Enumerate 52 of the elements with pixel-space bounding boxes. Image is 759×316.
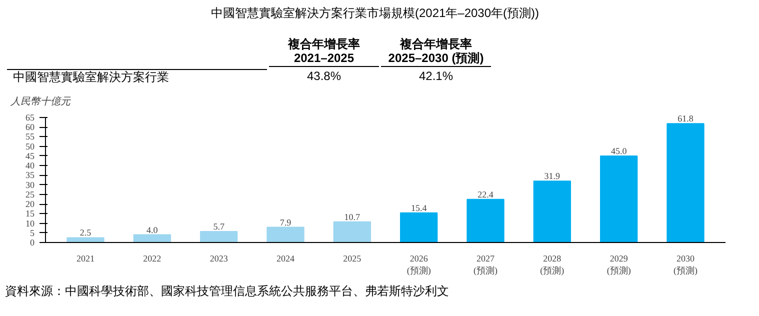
bar xyxy=(666,123,704,242)
bar xyxy=(466,198,504,242)
bar xyxy=(66,237,104,242)
text: 42.1% xyxy=(418,68,454,84)
data-label: 31.9 xyxy=(544,171,561,182)
y-tick-label: 50 xyxy=(26,141,35,152)
x-tick-label: 2028 (預測) xyxy=(540,254,564,276)
data-label: 2.5 xyxy=(80,228,92,238)
y-tick-label: 35 xyxy=(26,170,35,180)
y-tick-label: 40 xyxy=(26,160,35,171)
x-tick-label: 2021 xyxy=(76,254,94,264)
data-label: 22.4 xyxy=(478,189,494,200)
y-tick-label: 15 xyxy=(26,208,35,219)
y-tick-label: 65 xyxy=(26,112,35,122)
text: 43.8% xyxy=(306,68,342,84)
data-label: 61.8 xyxy=(678,114,694,124)
bar xyxy=(200,231,238,242)
y-tick-label: 10 xyxy=(26,218,35,228)
bar xyxy=(533,180,571,242)
source-note: 資料來源：中國科學技術部、國家科技管理信息系統公共服務平台、弗若斯特沙利文 xyxy=(5,283,449,300)
data-label: 10.7 xyxy=(344,212,361,222)
bar xyxy=(600,155,638,242)
x-tick-label: 2026 (預測) xyxy=(406,254,431,276)
y-tick-label: 25 xyxy=(26,189,35,200)
bar xyxy=(266,226,304,242)
x-tick-label: 2027 (預測) xyxy=(474,254,498,276)
text: 複合年增長率 2021–2025 xyxy=(269,37,379,67)
x-tick-label: 2029 (預測) xyxy=(606,254,631,276)
y-tick-label: 5 xyxy=(30,228,35,238)
x-tick-label: 2025 xyxy=(343,254,362,264)
chart-title: 中國智慧實驗室解決方案行業市場規模(2021年–2030年(預測)) xyxy=(210,5,540,22)
bar xyxy=(333,221,371,242)
y-tick-label: 55 xyxy=(26,132,35,142)
data-label: 15.4 xyxy=(410,202,428,213)
x-tick-label: 2022 xyxy=(143,254,162,264)
x-tick-label: 2024 xyxy=(276,254,295,264)
x-tick-label: 2023 xyxy=(210,254,228,264)
text: 複合年增長率 2025–2030 (預測) xyxy=(381,37,491,67)
y-tick-label: 30 xyxy=(26,180,35,190)
data-label: 4.0 xyxy=(146,224,158,235)
data-label: 5.7 xyxy=(213,222,225,232)
y-tick-label: 0 xyxy=(30,238,35,248)
text: 中國智慧實驗室解決方案行業 xyxy=(7,68,267,84)
y-tick-label: 45 xyxy=(26,150,35,161)
data-label: 7.9 xyxy=(280,217,292,228)
bar xyxy=(400,212,438,242)
bar xyxy=(133,234,171,242)
y-tick-label: 60 xyxy=(26,122,35,132)
y-axis-title: 人民幣十億元 xyxy=(10,96,72,108)
y-tick-label: 20 xyxy=(26,199,35,210)
x-tick-label: 2030 (預測) xyxy=(674,254,698,276)
data-label: 45.0 xyxy=(610,146,628,156)
